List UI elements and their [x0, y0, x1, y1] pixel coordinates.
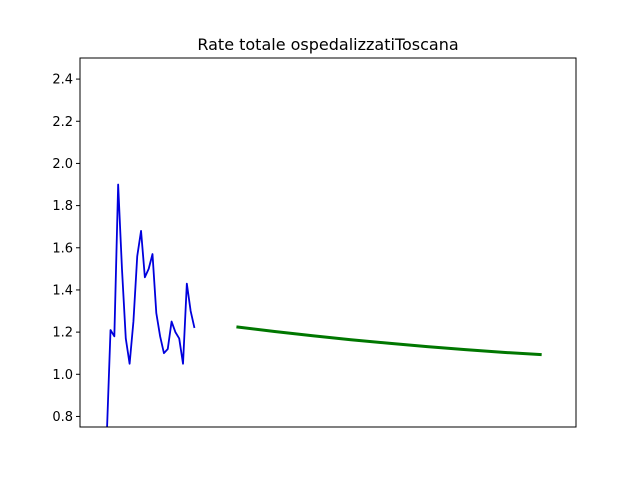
- series-line-2: [236, 325, 542, 357]
- series-line-1: [106, 183, 196, 427]
- y-tick-label: 1.6: [52, 241, 73, 256]
- y-tick-label: 1.0: [52, 368, 73, 383]
- y-tick-label: 2.0: [52, 157, 73, 172]
- y-tick-label: 0.8: [52, 410, 73, 425]
- y-tick-label: 1.2: [52, 326, 73, 341]
- y-tick-label: 1.8: [52, 199, 73, 214]
- series-layer: [106, 183, 542, 427]
- y-axis: 0.8 1.0 1.2 1.4 1.6 1.8 2.0 2.2 2.4: [52, 73, 80, 425]
- y-tick-label: 2.2: [52, 115, 73, 130]
- y-tick-label: 1.4: [52, 283, 73, 298]
- plot-frame: [79, 57, 577, 428]
- y-tick-label: 2.4: [52, 73, 73, 88]
- chart-title: Rate totale ospedalizzatiToscana: [197, 35, 458, 54]
